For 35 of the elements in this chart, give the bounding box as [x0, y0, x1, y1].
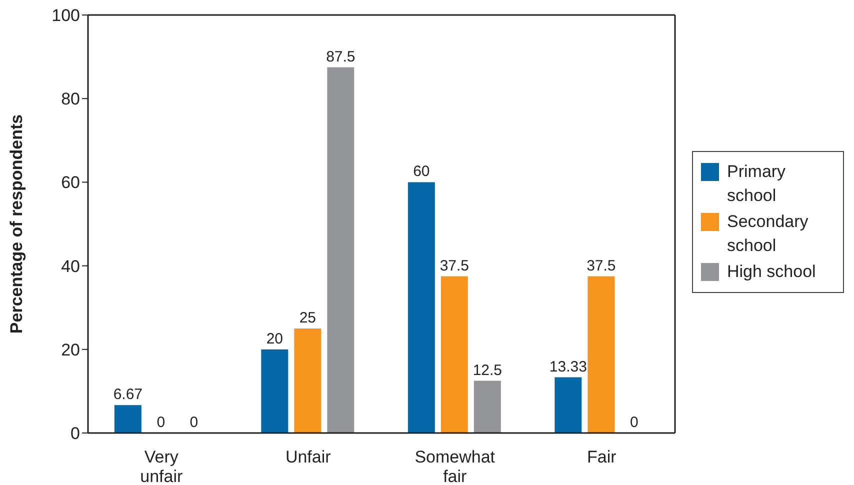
y-tick-label: 0 [70, 424, 80, 444]
data-label: 20 [266, 330, 284, 348]
bar [114, 405, 142, 433]
y-tick-label: 20 [61, 340, 80, 360]
data-label: 0 [156, 414, 166, 431]
data-label: 60 [413, 163, 430, 180]
legend-label: High school [727, 260, 816, 282]
bar [440, 276, 468, 433]
data-label: 13.33 [549, 358, 587, 376]
data-label: 87.5 [326, 48, 356, 66]
y-tick-label: 60 [61, 173, 80, 192]
bar [294, 328, 322, 433]
bar [588, 276, 615, 433]
x-tick-label: Somewhat fair [414, 447, 496, 485]
bar [327, 67, 354, 433]
bar [408, 182, 435, 433]
data-label: 0 [190, 414, 198, 431]
y-axis-title: Percentage of respondents [7, 114, 26, 334]
data-label: 37.5 [440, 257, 470, 274]
y-tick-label: 40 [61, 256, 80, 276]
data-label: 37.5 [586, 257, 616, 274]
x-tick-label: Fair [586, 447, 617, 466]
y-tick-label: 100 [52, 6, 80, 26]
x-tick-label: Very unfair [140, 447, 183, 485]
bar [261, 349, 288, 433]
y-tick-label: 80 [61, 90, 80, 109]
legend-label: Secondary school [727, 210, 810, 256]
x-tick-label: Unfair [285, 447, 332, 466]
data-label: 6.67 [113, 386, 143, 404]
data-label: 12.5 [472, 362, 502, 379]
legend-label: Primary school [727, 160, 787, 206]
data-label: 25 [299, 310, 316, 326]
data-label: 0 [630, 414, 638, 431]
bar [474, 380, 501, 433]
bar [554, 377, 582, 433]
